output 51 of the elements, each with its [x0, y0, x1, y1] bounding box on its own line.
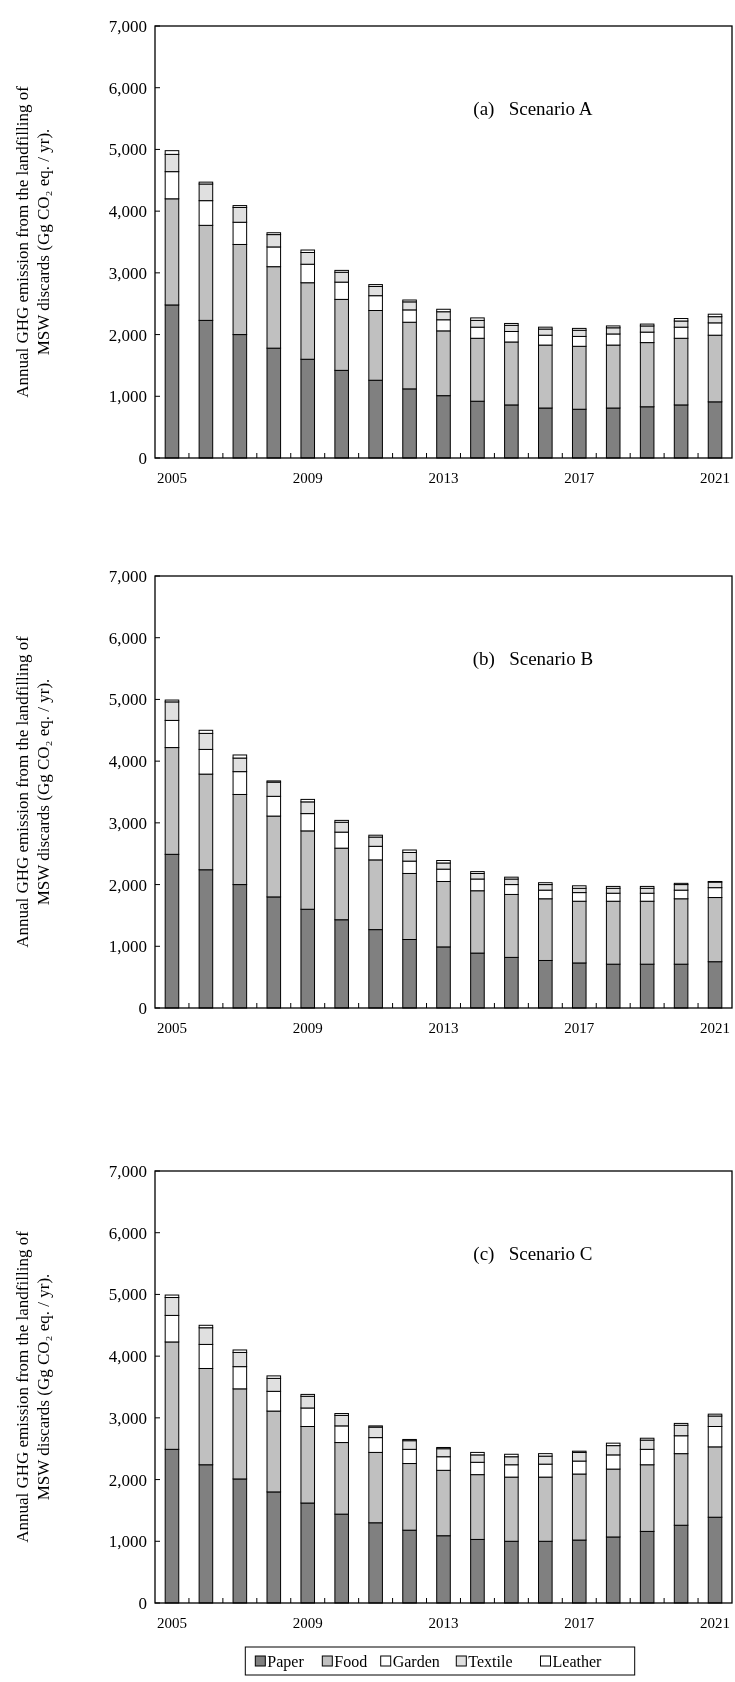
y-tick-label: 7,000 — [108, 16, 147, 36]
y-axis-title: Annual GHG emission from the landfilling of MSW discards (Gg CO₂ eq. / yr). — [13, 1230, 54, 1543]
x-tick-label: 2013 — [428, 1020, 459, 1036]
y-tick-label: 2,000 — [108, 325, 147, 345]
y-axis-title: Annual GHG emission from the landfilling of MSW discards (Gg CO₂ eq. / yr). — [13, 85, 54, 398]
legend-label: Paper — [267, 1652, 305, 1671]
x-tick-label: 2005 — [156, 1615, 187, 1631]
y-tick-label: 5,000 — [108, 140, 147, 160]
y-tick-label: 5,000 — [108, 690, 147, 710]
y-tick-label: 4,000 — [108, 202, 147, 222]
y-tick-label: 6,000 — [108, 78, 147, 98]
y-tick-label: 1,000 — [108, 387, 147, 407]
y-tick-label: 2,000 — [108, 1470, 147, 1490]
x-tick-label: 2005 — [156, 470, 187, 486]
x-tick-label: 2005 — [156, 1020, 187, 1036]
x-tick-label: 2009 — [292, 1020, 323, 1036]
y-axis-title: Annual GHG emission from the landfilling of MSW discards (Gg CO₂ eq. / yr). — [13, 635, 54, 948]
x-tick-label: 2017 — [564, 1615, 595, 1631]
x-tick-label: 2021 — [700, 470, 731, 486]
annotation: (c) Scenario C — [473, 1243, 593, 1266]
y-tick-label: 1,000 — [108, 1532, 147, 1552]
y-tick-label: 0 — [138, 1593, 147, 1613]
y-tick-label: 3,000 — [108, 263, 147, 283]
y-tick-label: 7,000 — [108, 566, 147, 586]
y-tick-label: 7,000 — [108, 1161, 147, 1181]
legend-label: Leather — [552, 1652, 603, 1670]
x-tick-label: 2009 — [292, 470, 323, 486]
y-tick-label: 5,000 — [108, 1285, 147, 1305]
y-tick-label: 3,000 — [108, 1408, 147, 1428]
x-tick-label: 2021 — [700, 1615, 731, 1631]
x-tick-label: 2021 — [700, 1020, 731, 1036]
x-tick-label: 2009 — [292, 1615, 323, 1631]
x-tick-label: 2013 — [428, 1615, 459, 1631]
y-tick-label: 6,000 — [108, 628, 147, 648]
y-tick-label: 6,000 — [108, 1223, 147, 1243]
y-tick-label: 0 — [138, 998, 147, 1018]
y-tick-label: 3,000 — [108, 813, 147, 833]
y-tick-label: 1,000 — [108, 937, 147, 957]
x-tick-label: 2017 — [564, 1020, 595, 1036]
y-tick-label: 2,000 — [108, 875, 147, 895]
x-tick-label: 2017 — [564, 470, 595, 486]
legend-label: Food — [334, 1652, 368, 1670]
y-tick-label: 4,000 — [108, 1347, 147, 1367]
annotation: (a) Scenario A — [473, 98, 593, 121]
legend-label: Textile — [468, 1652, 513, 1670]
bar — [571, 885, 587, 889]
annotation: (b) Scenario B — [472, 648, 594, 671]
y-tick-label: 0 — [138, 448, 147, 468]
y-tick-label: 4,000 — [108, 752, 147, 772]
legend-label: Garden — [392, 1652, 440, 1670]
x-tick-label: 2013 — [428, 470, 459, 486]
